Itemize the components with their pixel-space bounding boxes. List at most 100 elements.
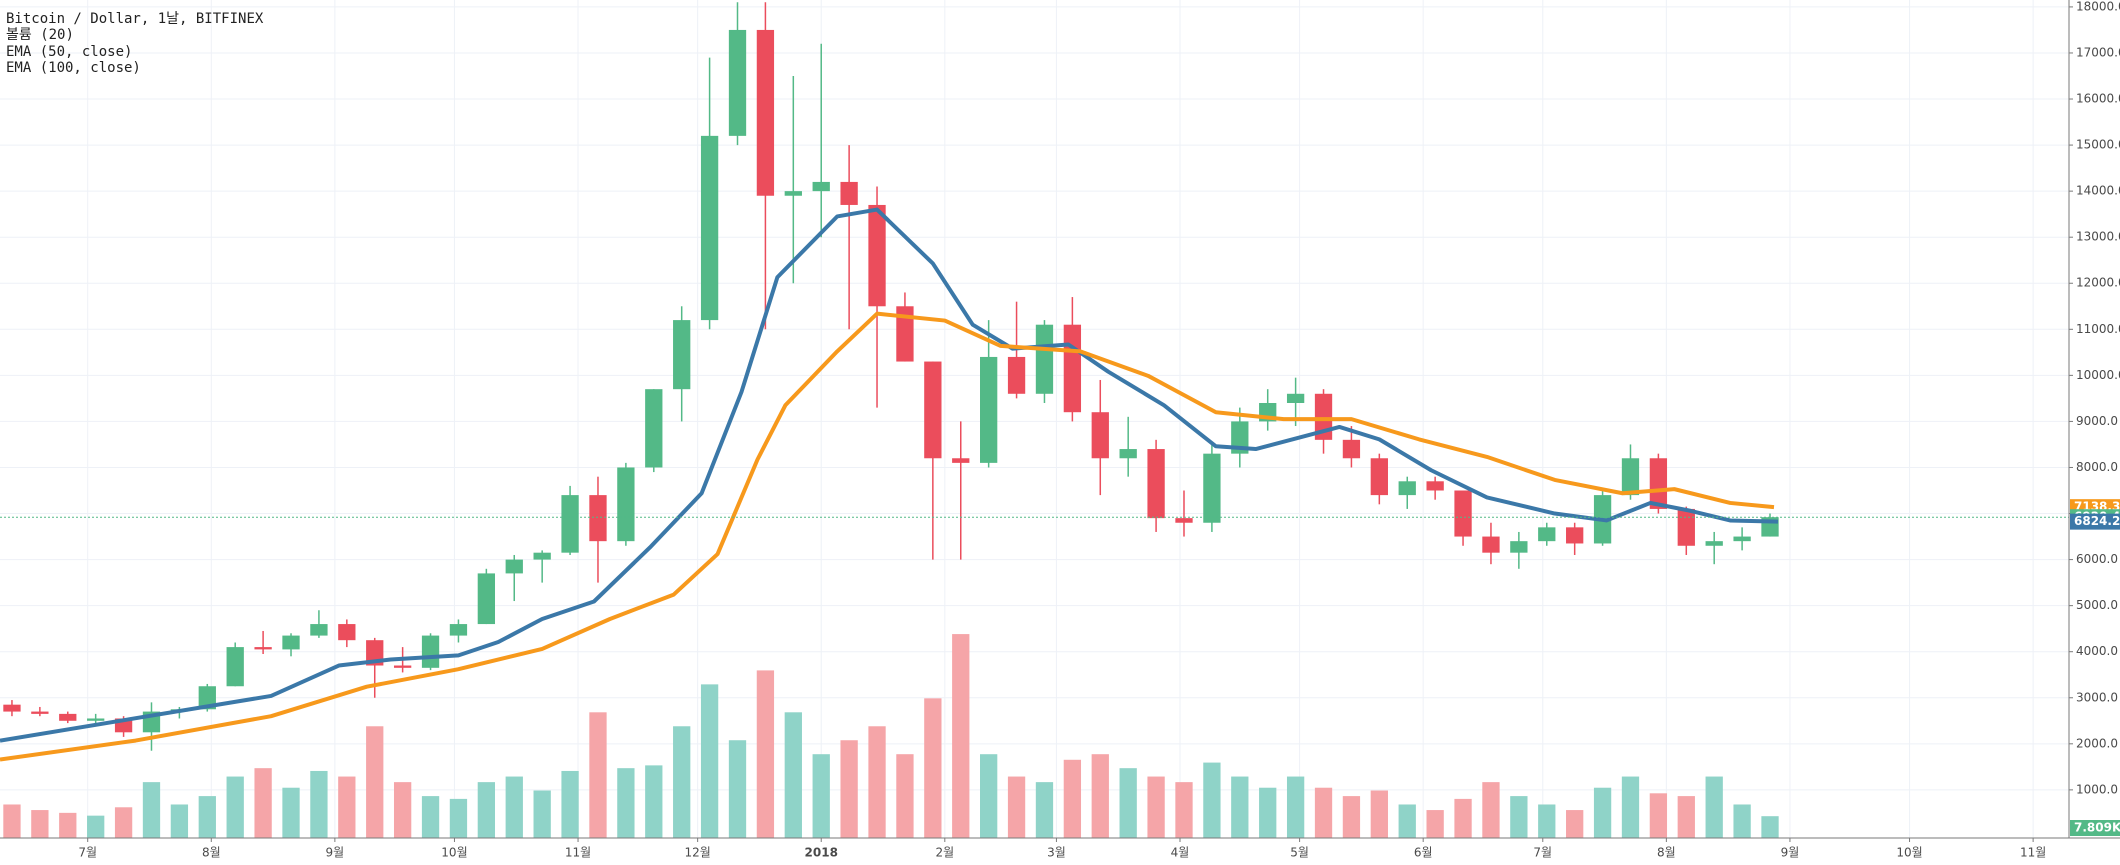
y-tick-label: 2000.0	[2076, 736, 2118, 750]
volume-bar	[505, 776, 523, 838]
volume-bar	[728, 740, 747, 838]
volume-bar	[1370, 790, 1388, 838]
volume-bar	[1482, 782, 1500, 838]
candle-body	[700, 135, 719, 321]
x-tick-label: 11월	[565, 846, 591, 860]
candle-body	[1566, 527, 1584, 544]
y-tick-label: 12000.0	[2076, 276, 2120, 290]
volume-bar	[170, 804, 189, 838]
volume-bar	[3, 804, 21, 838]
x-tick-label: 10월	[1896, 846, 1922, 860]
volume-bar	[226, 776, 244, 838]
y-tick-label: 14000.0	[2076, 184, 2120, 198]
x-tick-label: 3월	[1047, 846, 1066, 860]
volume-bar	[338, 776, 356, 838]
volume-bar	[533, 790, 551, 838]
volume-bar	[1203, 762, 1221, 838]
volume-bar	[1454, 798, 1472, 838]
y-tick-label: 6000.0	[2076, 552, 2118, 566]
price-tags: 7138.36920.46824.27.809K	[2070, 499, 2120, 836]
candle-body	[1231, 421, 1249, 454]
volume-bar	[31, 810, 49, 838]
y-tick-label: 9000.0	[2076, 414, 2118, 428]
grid	[0, 0, 2069, 838]
volume-bar	[924, 698, 942, 838]
volume-bar	[561, 770, 579, 838]
volume-bar	[952, 634, 970, 838]
volume-bar	[1119, 768, 1137, 838]
x-tick-label: 6월	[1414, 846, 1433, 860]
x-tick-label: 7월	[1533, 846, 1552, 860]
candle-body	[1119, 449, 1137, 459]
candle-body	[1091, 412, 1109, 459]
y-tick-label: 18000.0	[2076, 0, 2120, 13]
y-tick-label: 11000.0	[2076, 322, 2120, 336]
candle-body	[1342, 439, 1361, 459]
candle-body	[1482, 536, 1500, 553]
legend-ema50: EMA (50, close)	[6, 44, 132, 60]
volume-bar	[310, 770, 328, 838]
candle-body	[561, 495, 579, 553]
volume-bar	[1733, 804, 1751, 838]
candle-body	[673, 320, 691, 390]
chart-title: Bitcoin / Dollar, 1날, BITFINEX	[6, 11, 264, 27]
volume-bar	[1091, 754, 1109, 838]
volume-bar	[421, 796, 440, 838]
x-tick-label: 11월	[2020, 846, 2046, 860]
volume-bar	[784, 712, 802, 838]
candle-body	[254, 647, 272, 650]
candle-body	[393, 665, 412, 668]
volume-bar	[1286, 776, 1305, 838]
volume-bar	[980, 754, 998, 838]
volume-bar	[1342, 796, 1361, 838]
volume-tag-bg	[2070, 820, 2120, 836]
x-tick-label: 8월	[202, 846, 221, 860]
volume-bar	[1314, 787, 1333, 838]
ema-line	[0, 311, 1775, 762]
candle-body	[896, 306, 914, 362]
candle-body	[868, 204, 886, 307]
y-tick-label: 8000.0	[2076, 460, 2118, 474]
volume-bar	[198, 796, 216, 838]
candle-body	[1510, 541, 1528, 553]
volume-bar	[1035, 782, 1054, 838]
candle-body	[952, 458, 970, 463]
candle-body	[756, 29, 775, 196]
volume-bar	[617, 768, 635, 838]
x-tick-label: 5월	[1290, 846, 1309, 860]
y-tick-label: 4000.0	[2076, 644, 2118, 658]
candle-body	[226, 647, 244, 687]
y-tick-label: 1000.0	[2076, 782, 2118, 796]
volume-bar	[366, 726, 384, 838]
volume-bar	[700, 684, 719, 838]
candle-body	[589, 495, 607, 542]
candle-body	[1147, 449, 1165, 519]
candle-body	[1286, 393, 1305, 403]
candle-body	[421, 635, 440, 668]
candle-body	[1454, 490, 1472, 537]
volume-bar	[477, 782, 496, 838]
volume-bar	[282, 787, 300, 838]
volume-bar	[114, 807, 133, 838]
candle-body	[449, 624, 468, 636]
candle-body	[310, 624, 328, 636]
volume-bar	[868, 726, 886, 838]
candle-body	[87, 718, 105, 721]
y-tick-label: 15000.0	[2076, 138, 2120, 152]
candle-body	[728, 29, 747, 136]
candle-body	[31, 711, 49, 714]
volume-bar	[1063, 759, 1082, 838]
candle-body	[840, 181, 858, 205]
y-tick-label: 5000.0	[2076, 598, 2118, 612]
candle-body	[59, 713, 77, 721]
x-tick-label: 9월	[1781, 846, 1800, 860]
candle-body	[1063, 324, 1082, 413]
volume-bar	[1175, 782, 1193, 838]
candle-body	[1733, 536, 1751, 542]
volume-bar	[1147, 776, 1165, 838]
volume-bar	[449, 798, 468, 838]
volume-bar	[1426, 810, 1444, 838]
candle-body	[505, 559, 523, 574]
volume-bar	[254, 768, 272, 838]
